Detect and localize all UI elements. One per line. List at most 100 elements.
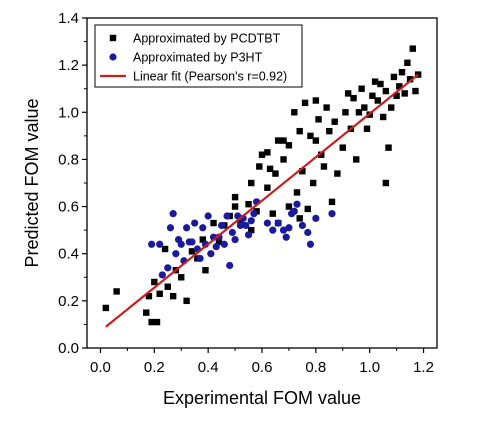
data-point-p3ht [312, 214, 320, 222]
data-point-pcdtbt [320, 163, 328, 170]
data-point-pcdtbt [285, 142, 293, 149]
data-point-pcdtbt [379, 113, 387, 121]
data-point-p3ht [263, 219, 271, 227]
linear-fit-line [105, 73, 419, 328]
data-point-pcdtbt [401, 90, 408, 97]
data-point-pcdtbt [151, 278, 158, 286]
data-point-p3ht [196, 254, 204, 263]
data-point-pcdtbt [326, 127, 333, 135]
data-point-pcdtbt [280, 137, 287, 144]
data-point-pcdtbt [307, 132, 314, 140]
data-point-pcdtbt [256, 163, 263, 170]
data-point-pcdtbt [188, 248, 196, 255]
data-point-pcdtbt [178, 274, 185, 281]
data-point-pcdtbt [248, 226, 255, 234]
data-point-pcdtbt [291, 109, 298, 116]
data-point-pcdtbt [309, 179, 317, 187]
data-point-pcdtbt [393, 92, 400, 99]
legend-label-pcdtbt: Approximated by PCDTBT [133, 32, 281, 46]
data-point-p3ht [204, 212, 212, 220]
data-point-pcdtbt [231, 193, 239, 201]
data-point-pcdtbt [164, 283, 171, 290]
data-point-p3ht [164, 264, 172, 272]
data-point-pcdtbt [353, 156, 360, 163]
data-point-pcdtbt [382, 87, 390, 95]
data-point-pcdtbt [315, 116, 322, 123]
data-point-pcdtbt [412, 87, 419, 95]
data-point-p3ht [279, 226, 288, 234]
data-point-pcdtbt [210, 219, 217, 227]
data-point-pcdtbt [396, 83, 403, 90]
data-point-pcdtbt [414, 71, 422, 78]
legend-symbol-pcdtbt [109, 34, 117, 42]
data-points-layer [102, 45, 422, 328]
data-point-p3ht [282, 233, 290, 241]
data-point-pcdtbt [148, 318, 155, 326]
x-tick-label: 0.0 [90, 359, 111, 376]
legend-label-p3ht: Approximated by P3HT [133, 51, 263, 65]
data-point-pcdtbt [371, 78, 379, 85]
y-tick-label: 1.4 [58, 10, 79, 27]
data-point-pcdtbt [269, 210, 276, 217]
data-point-pcdtbt [280, 156, 287, 163]
x-tick-label: 0.6 [252, 359, 273, 376]
data-point-pcdtbt [183, 297, 190, 305]
axis-ticks [82, 17, 425, 353]
data-point-p3ht [169, 210, 177, 218]
data-point-p3ht [231, 235, 239, 244]
data-point-p3ht [207, 250, 215, 258]
data-point-pcdtbt [312, 137, 320, 144]
x-axis-title: Experimental FOM value [163, 388, 361, 408]
data-point-pcdtbt [296, 215, 303, 222]
y-tick-label: 0.2 [58, 293, 79, 310]
data-point-pcdtbt [339, 144, 346, 151]
data-point-pcdtbt [293, 189, 301, 196]
x-tick-labels: 0.0 0.2 0.4 0.6 0.8 1.0 1.2 [90, 359, 434, 376]
data-point-p3ht [293, 200, 301, 208]
data-point-p3ht [306, 240, 315, 248]
x-tick-label: 1.0 [359, 359, 380, 376]
data-point-p3ht [242, 221, 250, 230]
data-point-p3ht [228, 228, 236, 237]
data-point-pcdtbt [318, 151, 325, 158]
y-tick-label: 0.8 [58, 151, 79, 168]
y-axis-title: Predicted FOM value [22, 98, 42, 267]
data-point-pcdtbt [199, 236, 206, 243]
data-point-pcdtbt [285, 203, 293, 210]
data-point-pcdtbt [328, 198, 336, 206]
data-point-pcdtbt [264, 184, 271, 191]
data-point-pcdtbt [266, 165, 274, 173]
data-point-p3ht [156, 240, 164, 248]
data-point-pcdtbt [406, 76, 414, 83]
data-point-p3ht [269, 226, 277, 234]
y-tick-label: 1.0 [58, 104, 79, 121]
data-point-pcdtbt [334, 170, 341, 177]
data-point-pcdtbt [274, 137, 282, 144]
data-point-p3ht [223, 212, 231, 220]
x-tick-label: 0.8 [305, 359, 326, 376]
y-tick-labels: 0.0 0.2 0.4 0.6 0.8 1.0 1.2 1.4 [58, 10, 79, 357]
data-point-p3ht [166, 224, 175, 232]
data-point-pcdtbt [404, 59, 411, 66]
y-tick-label: 0.0 [58, 340, 79, 357]
data-point-pcdtbt [272, 170, 279, 177]
x-tick-label: 0.2 [144, 359, 165, 376]
data-point-p3ht [226, 261, 234, 270]
data-point-p3ht [250, 210, 258, 218]
data-point-pcdtbt [377, 80, 384, 88]
data-point-pcdtbt [342, 109, 349, 116]
data-point-p3ht [172, 250, 180, 258]
x-tick-label: 0.4 [198, 359, 219, 376]
y-tick-label: 0.4 [58, 246, 79, 263]
data-point-pcdtbt [369, 92, 376, 99]
data-point-pcdtbt [113, 288, 120, 295]
data-point-pcdtbt [245, 201, 252, 208]
legend-box [94, 24, 303, 88]
legend-label-fit: Linear fit (Pearson's r=0.92) [133, 70, 287, 84]
data-point-pcdtbt [296, 127, 303, 135]
data-point-pcdtbt [304, 205, 311, 213]
data-point-pcdtbt [299, 168, 306, 175]
data-point-p3ht [199, 224, 207, 232]
x-tick-label: 1.2 [413, 359, 434, 376]
data-point-p3ht [177, 240, 185, 248]
